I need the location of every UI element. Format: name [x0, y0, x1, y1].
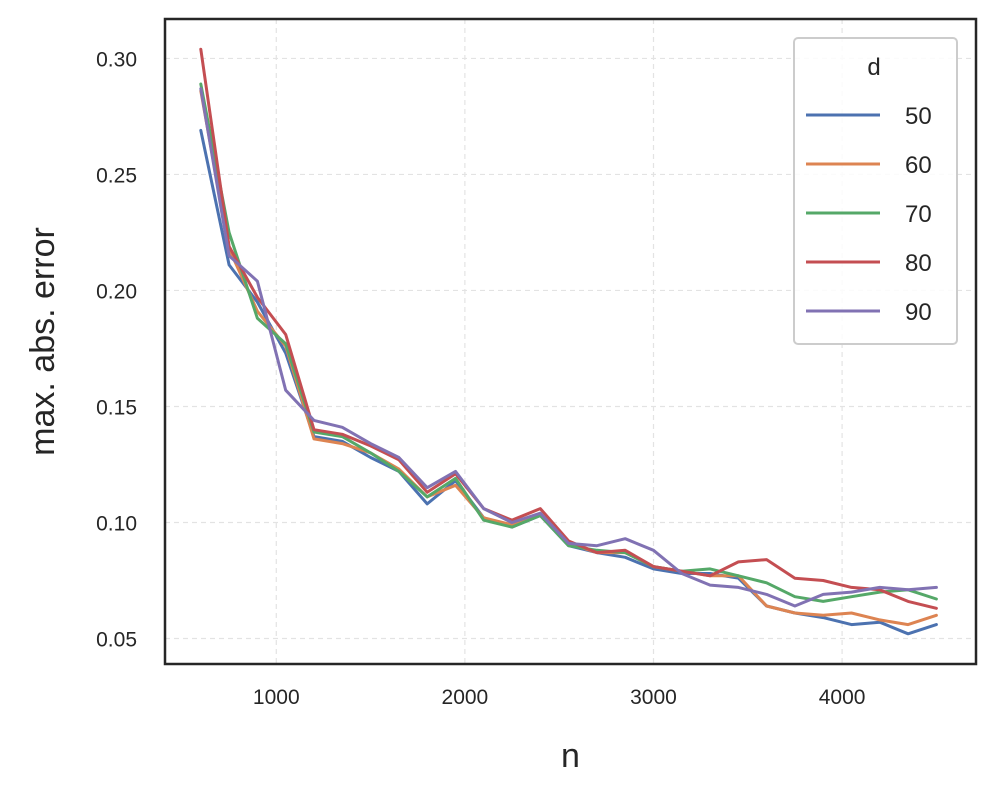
x-axis-title: n	[561, 737, 580, 775]
y-tick-label: 0.30	[96, 48, 137, 71]
plot-frame	[163, 17, 978, 666]
legend-label-50: 50	[905, 103, 932, 130]
y-axis-title: max. abs. error	[24, 227, 62, 456]
x-axis: 1000 2000 3000 4000	[253, 686, 866, 709]
series-layer	[199, 47, 938, 636]
series-line-90	[199, 87, 938, 608]
legend-label-90: 90	[905, 299, 932, 326]
legend-label-60: 60	[905, 152, 932, 179]
legend-items: 50 60 70 80 90	[806, 103, 932, 326]
x-tick-label: 4000	[819, 686, 866, 709]
legend-label-80: 80	[905, 250, 932, 277]
legend: d 50 60 70 80 90	[793, 37, 958, 345]
legend-box	[793, 37, 958, 345]
legend-label-70: 70	[905, 201, 932, 228]
series-line-80	[199, 47, 938, 610]
x-tick-label: 1000	[253, 686, 300, 709]
y-tick-label: 0.25	[96, 164, 137, 187]
y-tick-label: 0.20	[96, 280, 137, 303]
y-tick-label: 0.10	[96, 512, 137, 535]
y-axis: 0.05 0.10 0.15 0.20 0.25 0.30	[96, 48, 137, 651]
y-tick-label: 0.15	[96, 396, 137, 419]
x-tick-label: 2000	[442, 686, 489, 709]
x-tick-label: 3000	[630, 686, 677, 709]
legend-title: d	[867, 54, 880, 81]
y-tick-label: 0.05	[96, 628, 137, 651]
